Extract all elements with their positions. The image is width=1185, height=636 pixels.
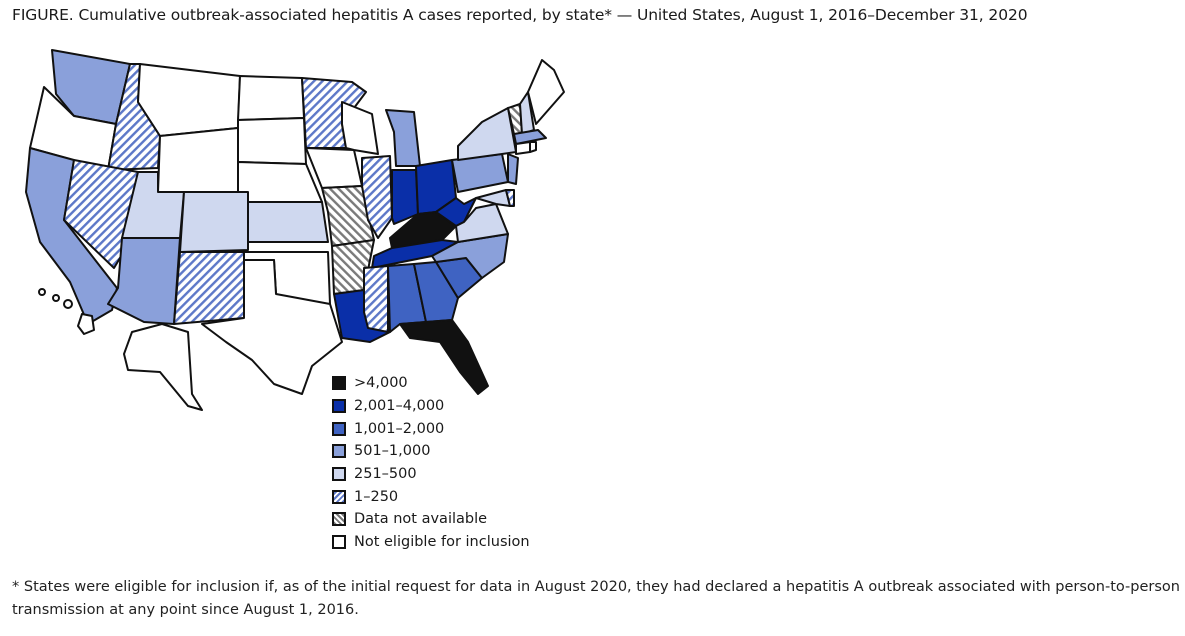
legend-swatch-dark-blue	[332, 399, 346, 414]
state-ms	[363, 265, 389, 333]
state-ri	[529, 141, 537, 153]
figure-footnote: * States were eligible for inclusion if,…	[12, 576, 1182, 622]
legend-item-data-not-available: Data not available	[332, 508, 530, 531]
figure-title: FIGURE. Cumulative outbreak-associated h…	[12, 6, 1028, 24]
legend-label: 251–500	[354, 466, 417, 483]
state-nj	[507, 153, 519, 185]
state-mt	[137, 63, 241, 137]
legend-swatch-blue-hatch	[332, 489, 346, 504]
state-il	[361, 155, 393, 239]
legend-swatch-gray-hatch	[332, 512, 346, 527]
legend-item-not-eligible: Not eligible for inclusion	[332, 531, 530, 554]
legend-swatch-light-blue	[332, 444, 346, 459]
state-nd	[237, 75, 305, 121]
state-az	[107, 237, 181, 325]
legend-swatch-white	[332, 535, 346, 550]
legend-label: 501–1,000	[354, 443, 431, 460]
state-ny	[457, 107, 517, 161]
state-md	[475, 189, 511, 207]
legend-item-1001-2000: 1,001–2,000	[332, 417, 530, 440]
state-in	[391, 169, 419, 225]
state-ne	[237, 161, 323, 203]
legend-item-501-1000: 501–1,000	[332, 440, 530, 463]
legend-label: 2,001–4,000	[354, 398, 445, 415]
state-ks	[247, 201, 329, 243]
state-nm	[173, 251, 245, 325]
legend-label: 1–250	[354, 488, 399, 505]
state-ct	[515, 141, 531, 155]
legend-swatch-pale-blue	[332, 467, 346, 482]
us-choropleth-map	[12, 42, 602, 562]
state-wy	[157, 127, 239, 193]
state-fl	[399, 319, 489, 395]
state-de	[505, 189, 515, 207]
state-wi	[341, 101, 379, 155]
state-hi	[38, 288, 95, 335]
legend-item-over-4000: >4,000	[332, 372, 530, 395]
legend-item-1-250: 1–250	[332, 485, 530, 508]
legend-item-251-500: 251–500	[332, 463, 530, 486]
state-co	[179, 191, 249, 253]
state-ak	[123, 323, 203, 411]
legend-label: Not eligible for inclusion	[354, 534, 530, 551]
state-ma	[513, 129, 547, 145]
state-me	[527, 59, 565, 125]
footnote-line-2: transmission at any point since August 1…	[12, 602, 359, 618]
map-legend: >4,000 2,001–4,000 1,001–2,000 501–1,000…	[332, 372, 530, 554]
legend-label: >4,000	[354, 375, 408, 392]
state-ga	[413, 261, 459, 323]
footnote-line-1: * States were eligible for inclusion if,…	[12, 579, 1180, 595]
state-sd	[237, 117, 307, 165]
legend-item-2001-4000: 2,001–4,000	[332, 395, 530, 418]
legend-swatch-black	[332, 376, 346, 391]
legend-label: Data not available	[354, 511, 488, 528]
state-mi	[385, 109, 421, 167]
legend-label: 1,001–2,000	[354, 420, 445, 437]
state-tx	[201, 259, 343, 395]
legend-swatch-medium-blue	[332, 421, 346, 436]
